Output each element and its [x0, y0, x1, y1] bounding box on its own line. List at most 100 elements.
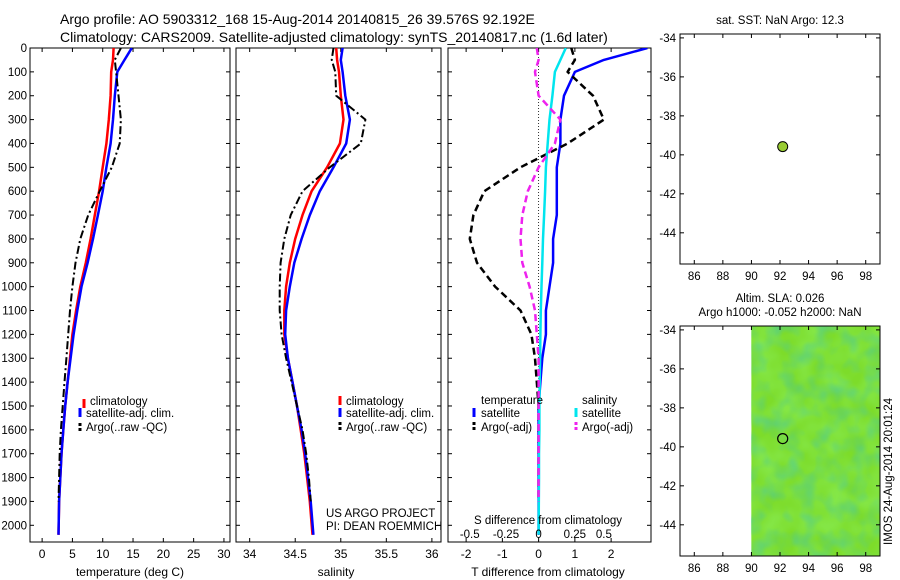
y-tick-label: 1000 — [1, 282, 27, 294]
legend-label-argo: Argo(..raw -QC) — [86, 422, 167, 434]
s-tick-label: 0.5 — [596, 529, 612, 541]
legend-label-satellite-adj: satellite-adj. clim. — [346, 408, 434, 420]
legend-title-salinity: salinity — [582, 395, 617, 407]
map-y-tick-label: -40 — [659, 150, 676, 162]
x-tick-label: -1 — [497, 547, 508, 561]
x-tick-label: 34 — [243, 547, 257, 561]
x-tick-label: 1 — [572, 547, 579, 561]
legend-label-climatology: climatology — [346, 396, 404, 408]
y-tick-label: 1900 — [1, 496, 27, 508]
sla-heatmap-field — [751, 326, 880, 556]
series-line-t-satellite — [537, 48, 648, 535]
temperature-ticks: 0 5 10 15 20 25 300100200300400500600700800900… — [1, 43, 231, 561]
sla-map-title-line2: Argo h1000: -0.052 h2000: NaN — [698, 307, 861, 319]
s-tick-label: 0 — [535, 529, 541, 541]
legend-label-s-satellite: satellite — [582, 408, 621, 420]
x-tick-label: 0 — [39, 547, 46, 561]
salinity-legend: climatology satellite-adj. clim. Argo(..… — [338, 396, 434, 434]
figure-title-line2: Climatology: CARS2009. Satellite-adjuste… — [60, 29, 608, 45]
series-line-argo-raw-qc- — [57, 48, 122, 502]
map-y-tick-label: -38 — [659, 111, 676, 123]
map-y-tick-label: -42 — [659, 481, 676, 493]
temperature-legend: climatology satellite-adj. clim. Argo(..… — [78, 396, 174, 434]
map-x-tick-label: 94 — [802, 271, 815, 283]
legend-label-s-argo: Argo(-adj) — [582, 422, 633, 434]
difference-legend: temperature salinity satellite Argo(-adj… — [472, 395, 633, 434]
map-x-tick-label: 94 — [802, 563, 815, 575]
s-tick-label: -0.5 — [460, 529, 480, 541]
map-y-tick-label: -44 — [659, 520, 676, 532]
temperature-series — [57, 48, 133, 535]
series-line-climatology — [57, 48, 115, 535]
y-tick-label: 100 — [8, 67, 27, 79]
map-x-tick-label: 86 — [688, 563, 701, 575]
map-x-tick-label: 96 — [831, 563, 844, 575]
y-tick-label: 0 — [21, 43, 27, 55]
map-x-tick-label: 88 — [716, 563, 729, 575]
x-tick-label: 10 — [96, 547, 110, 561]
x-tick-label: 35 — [334, 547, 348, 561]
y-tick-label: 800 — [8, 234, 27, 246]
y-tick-label: 1500 — [1, 401, 27, 413]
x-tick-label: 34.5 — [284, 547, 308, 561]
legend-label-argo: Argo(..raw -QC) — [346, 422, 427, 434]
s-tick-label: 0.25 — [564, 529, 586, 541]
salinity-ticks: 34 34.5 35 35.5 36 — [236, 47, 441, 561]
x-tick-label: 15 — [126, 547, 140, 561]
argo-float-marker — [777, 141, 789, 153]
map-y-tick-label: -38 — [659, 403, 676, 415]
y-tick-label: 200 — [8, 91, 27, 103]
y-tick-label: 1200 — [1, 329, 27, 341]
s-difference-axis-label: S difference from climatology — [474, 515, 622, 527]
salinity-panel: 34 34.5 35 35.5 36 salinity climatology sate… — [235, 47, 442, 579]
map-x-tick-label: 98 — [859, 563, 872, 575]
series-line-t-argo-adj- — [468, 48, 606, 502]
legend-label-climatology: climatology — [90, 396, 148, 408]
project-label: US ARGO PROJECT — [326, 508, 435, 520]
map-x-tick-label: 96 — [831, 271, 844, 283]
s-tick-label: -0.25 — [493, 529, 519, 541]
sst-map: sat. SST: NaN Argo: 12.3 86 88 90 92 94 96 98 -… — [659, 15, 881, 283]
s-difference-tick-labels: -0.5 -0.25 0 0.25 0.5 — [460, 529, 612, 541]
sla-map-ticks: 86 88 90 92 94 96 98 -34 -36 -38 -40 -42 -44 — [659, 325, 880, 575]
difference-series — [468, 48, 648, 535]
map-y-tick-label: -42 — [659, 189, 676, 201]
series-line-climatology — [283, 48, 345, 535]
map-x-tick-label: 92 — [774, 271, 787, 283]
pi-label: PI: DEAN ROEMMICH — [326, 521, 442, 533]
x-tick-label: 35.5 — [375, 547, 399, 561]
argo-float-marker — [777, 433, 789, 445]
y-tick-label: 2000 — [1, 520, 27, 532]
y-tick-label: 1400 — [1, 377, 27, 389]
map-y-tick-label: -36 — [659, 72, 676, 84]
salinity-x-axis-label: salinity — [318, 565, 355, 579]
map-y-tick-label: -34 — [659, 33, 676, 45]
map-x-tick-label: 92 — [774, 563, 787, 575]
salinity-axes-frame — [235, 47, 442, 543]
x-tick-label: 36 — [425, 547, 439, 561]
legend-title-temperature: temperature — [481, 395, 543, 407]
figure-title-line1: Argo profile: AO 5903312_168 15-Aug-2014… — [60, 11, 535, 27]
y-tick-label: 900 — [8, 258, 27, 270]
sla-map: Altim. SLA: 0.026 Argo h1000: -0.052 h20… — [659, 293, 881, 575]
y-tick-label: 500 — [8, 162, 27, 174]
sst-map-ticks: 86 88 90 92 94 96 98 -34 -36 -38 -40 -42 -44 — [659, 33, 880, 283]
temperature-panel: 0 5 10 15 20 25 300100200300400500600700800900… — [1, 43, 231, 579]
x-tick-label: 20 — [157, 547, 171, 561]
legend-label-satellite-adj: satellite-adj. clim. — [86, 408, 174, 420]
x-tick-label: 30 — [217, 547, 231, 561]
map-x-tick-label: 90 — [745, 563, 758, 575]
y-tick-label: 1800 — [1, 473, 27, 485]
series-line-satellite-adj-clim- — [57, 48, 133, 535]
map-x-tick-label: 86 — [688, 271, 701, 283]
map-y-tick-label: -44 — [659, 228, 676, 240]
series-line-s-satellite — [537, 48, 567, 535]
y-tick-label: 1100 — [2, 306, 27, 318]
map-y-tick-label: -34 — [659, 325, 676, 337]
t-difference-axis-label: T difference from climatology — [471, 565, 625, 579]
difference-ticks: -2 -1 0 1 2 — [448, 47, 651, 561]
sst-map-title: sat. SST: NaN Argo: 12.3 — [716, 15, 844, 27]
sla-heatmap-texture-b — [751, 326, 880, 556]
sla-map-title-line1: Altim. SLA: 0.026 — [736, 293, 825, 305]
salinity-series — [278, 48, 367, 535]
